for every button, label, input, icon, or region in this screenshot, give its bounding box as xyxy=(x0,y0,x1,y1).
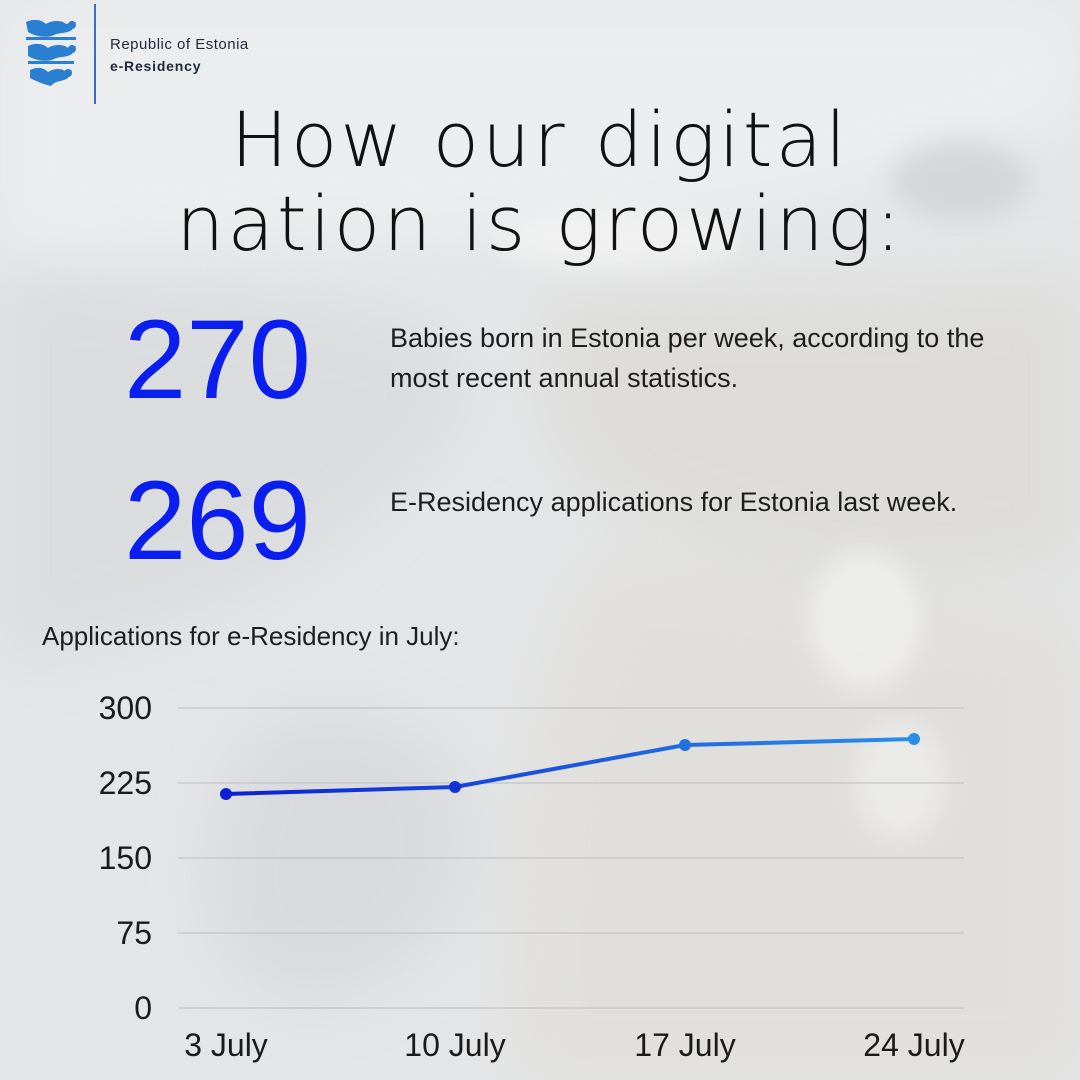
data-point xyxy=(220,788,232,800)
series xyxy=(220,733,920,800)
x-tick-label: 17 July xyxy=(634,1027,735,1063)
brand-line-2: e-Residency xyxy=(110,58,202,74)
series-line xyxy=(225,737,915,796)
stat-desc-births: Babies born in Estonia per week, accordi… xyxy=(390,323,985,393)
y-tick-label: 75 xyxy=(116,915,152,951)
x-axis: 3 July 10 July 17 July 24 July xyxy=(184,1027,964,1063)
line-chart: 0 75 150 225 300 3 July 10 July 17 July 24 July xyxy=(99,690,965,1063)
x-tick-label: 10 July xyxy=(404,1027,505,1063)
y-tick-label: 300 xyxy=(99,690,152,726)
grid-lines xyxy=(178,707,964,1009)
data-point xyxy=(908,733,920,745)
stat-number-applications: 269 xyxy=(124,458,311,583)
brand-line-1: Republic of Estonia xyxy=(110,36,249,53)
stat-desc-applications: E-Residency applications for Estonia las… xyxy=(390,487,958,517)
y-tick-label: 0 xyxy=(134,990,152,1026)
y-tick-label: 225 xyxy=(99,765,152,801)
x-tick-label: 24 July xyxy=(863,1027,964,1063)
y-axis: 0 75 150 225 300 xyxy=(99,690,152,1026)
headline: How our digital nation is growing: xyxy=(0,98,1080,266)
chart-title: Applications for e-Residency in July: xyxy=(42,621,460,651)
estonia-coat-of-arms-icon xyxy=(26,19,76,86)
y-tick-label: 150 xyxy=(99,840,152,876)
header-divider xyxy=(94,4,96,104)
headline-line-2: nation is growing: xyxy=(176,179,904,268)
x-tick-label: 3 July xyxy=(184,1027,268,1063)
stat-number-births: 270 xyxy=(124,297,311,422)
headline-line-1: How our digital xyxy=(230,95,850,184)
data-point xyxy=(449,781,461,793)
data-point xyxy=(679,739,691,751)
